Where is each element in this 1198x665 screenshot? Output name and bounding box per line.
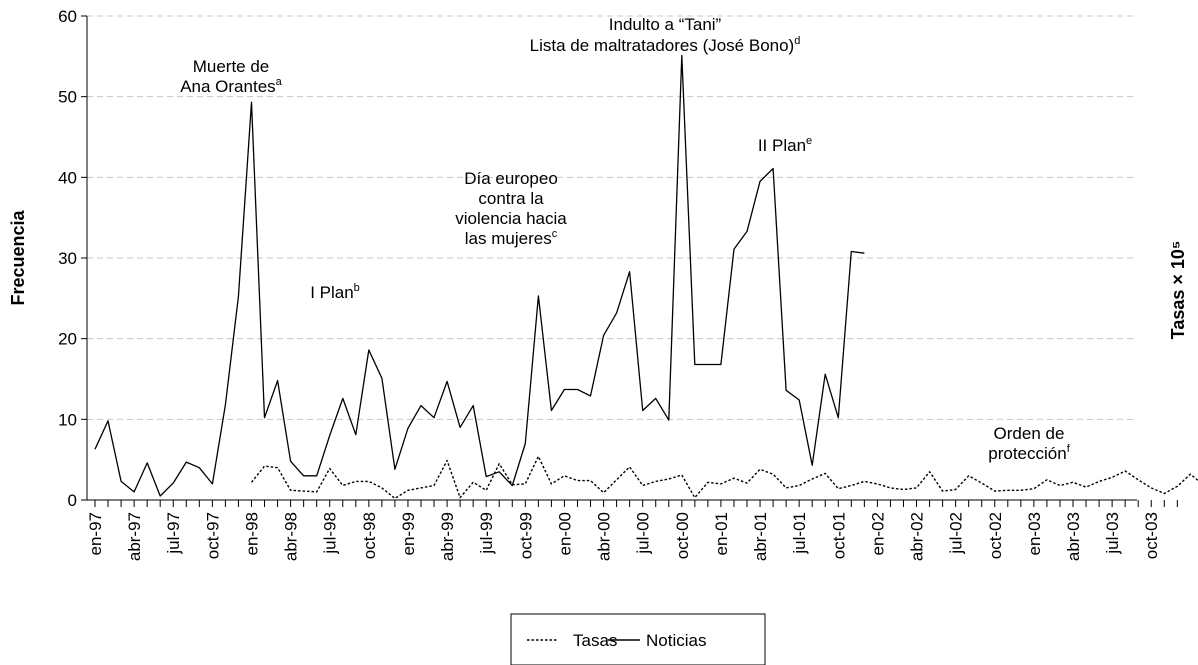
annotation-text: violencia hacia (455, 209, 567, 228)
x-tick-label: abr-99 (438, 512, 457, 561)
annotation-text: Día europeo (464, 169, 558, 188)
x-tick-label: en-98 (242, 512, 261, 555)
annotation-text: Indulto a “Tani” (609, 15, 722, 34)
y-tick-label: 50 (58, 88, 77, 107)
x-tick-label: en-99 (399, 512, 418, 555)
x-tick-label: oct-02 (986, 512, 1005, 559)
legend-label: Tasas (573, 631, 617, 650)
series-line-noticias (94, 54, 865, 497)
y-tick-label: 30 (58, 249, 77, 268)
y-tick-label: 60 (58, 7, 77, 26)
x-tick-label: jul-99 (477, 512, 496, 555)
x-tick-label: oct-01 (829, 512, 848, 559)
x-tick-label: abr-03 (1064, 512, 1083, 561)
annotation-text: protecciónf (988, 443, 1070, 463)
y2-axis-title: Tasas × 10⁵ (1168, 241, 1188, 340)
x-tick-label: en-97 (86, 512, 105, 555)
x-tick-label: oct-98 (360, 512, 379, 559)
annotation-text: contra la (478, 189, 544, 208)
x-tick-label: oct-97 (203, 512, 222, 559)
annotation-text: Ana Orantesa (180, 76, 282, 96)
y-tick-label: 10 (58, 410, 77, 429)
annotation-text: Orden de (994, 424, 1065, 443)
x-tick-label: jul-01 (790, 512, 809, 555)
x-tick-label: oct-03 (1142, 512, 1161, 559)
annotation-text: Lista de maltratadores (José Bono)d (530, 35, 801, 55)
x-tick-label: jul-03 (1103, 512, 1122, 555)
y-tick-label: 20 (58, 330, 77, 349)
x-tick-label: jul-02 (947, 512, 966, 555)
y-axis-title: Frecuencia (8, 209, 28, 305)
y-tick-label: 40 (58, 168, 77, 187)
x-tick-label: en-02 (868, 512, 887, 555)
x-tick-label: jul-97 (164, 512, 183, 555)
x-tick-label: abr-97 (125, 512, 144, 561)
x-tick-label: en-00 (555, 512, 574, 555)
x-tick-label: oct-99 (516, 512, 535, 559)
x-tick-label: abr-01 (751, 512, 770, 561)
x-tick-label: abr-02 (908, 512, 927, 561)
annotation-text: Muerte de (193, 57, 270, 76)
x-tick-label: en-01 (712, 512, 731, 555)
x-tick-label: jul-98 (321, 512, 340, 555)
x-tick-label: oct-00 (673, 512, 692, 559)
legend-label: Noticias (646, 631, 706, 650)
x-tick-label: abr-00 (595, 512, 614, 561)
x-tick-label: en-03 (1025, 512, 1044, 555)
x-tick-label: jul-00 (634, 512, 653, 555)
annotation-text: I Planb (310, 282, 360, 302)
annotation-text: II Plane (758, 135, 812, 155)
y-tick-label: 0 (68, 491, 77, 510)
annotation-text: las mujeresc (465, 228, 558, 248)
x-tick-label: abr-98 (282, 512, 301, 561)
